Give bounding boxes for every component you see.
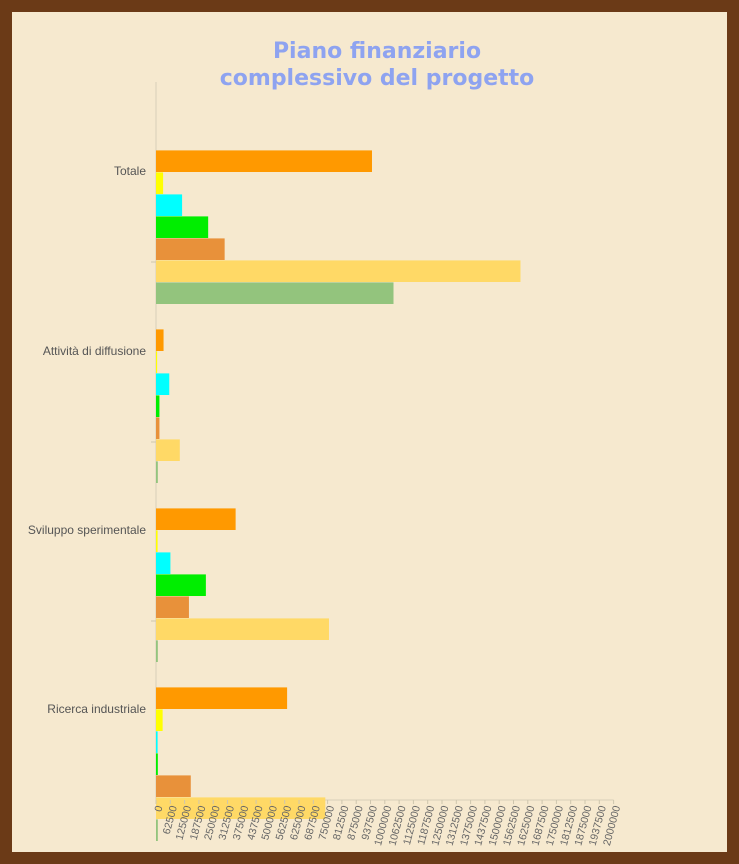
bar — [156, 753, 158, 775]
bar — [156, 172, 164, 194]
bar — [156, 417, 160, 439]
bar — [156, 530, 158, 552]
bar — [156, 552, 171, 574]
bar — [156, 395, 160, 417]
bar — [156, 640, 158, 662]
chart-frame: Piano finanziario complessivo del proget… — [12, 12, 727, 852]
bar — [156, 687, 288, 709]
bar — [156, 150, 372, 172]
bar — [156, 618, 329, 640]
x-tick-label: 0 — [152, 804, 165, 813]
bar — [156, 439, 180, 461]
bar — [156, 260, 521, 282]
bar — [156, 819, 158, 841]
category-label: Attività di diffusione — [43, 344, 146, 358]
bar — [156, 596, 189, 618]
bar — [156, 216, 209, 238]
category-label: Ricerca industriale — [47, 702, 146, 716]
bar — [156, 282, 394, 304]
bar — [156, 373, 170, 395]
bar — [156, 709, 163, 731]
bar-chart: Totale Attività di diffusione Sviluppo spe… — [28, 82, 623, 847]
bar — [156, 797, 326, 819]
bar — [156, 731, 158, 753]
bar — [156, 238, 225, 260]
chart-title: Piano finanziario complessivo del proget… — [219, 39, 535, 91]
bar — [156, 508, 236, 530]
bar — [156, 574, 206, 596]
bar — [156, 329, 164, 351]
category-label: Totale — [114, 164, 146, 178]
bar — [156, 351, 158, 373]
bar — [156, 775, 191, 797]
bar — [156, 461, 158, 483]
category-label: Sviluppo sperimentale — [28, 523, 146, 537]
bar — [156, 194, 183, 216]
